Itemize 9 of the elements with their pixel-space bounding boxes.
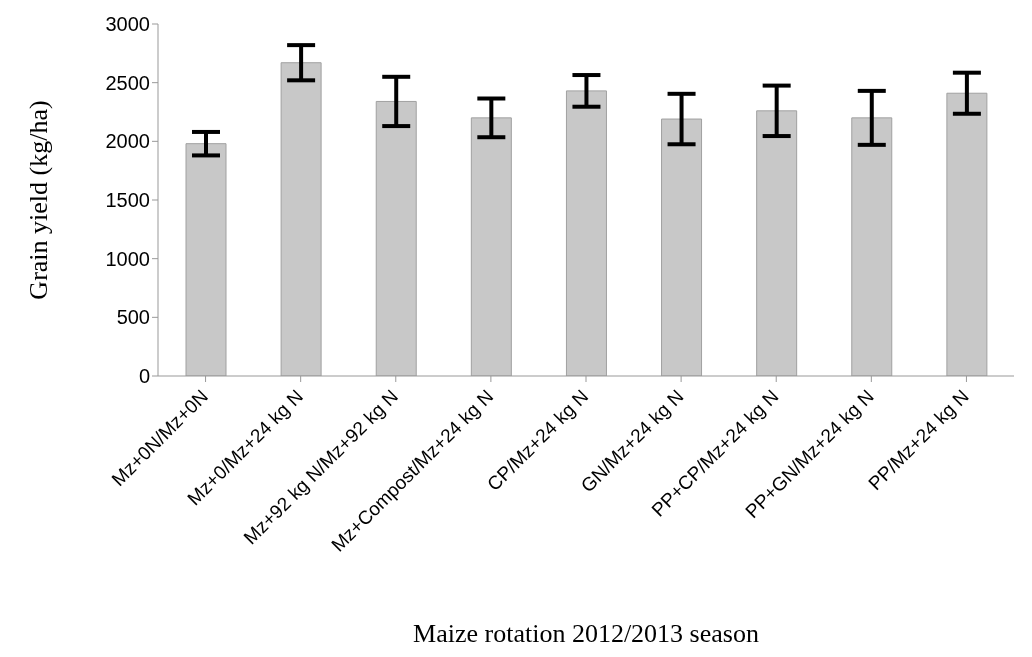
y-tick-label: 0 (138, 365, 150, 388)
y-tick-label: 1000 (105, 247, 150, 270)
y-tick-label: 3000 (105, 13, 150, 36)
x-axis-title: Maize rotation 2012/2013 season (413, 619, 759, 648)
y-tick-label: 2000 (105, 130, 150, 153)
y-tick-label: 1500 (105, 189, 150, 212)
y-axis-title: Grain yield (kg/ha) (24, 100, 54, 300)
y-tick-label: 500 (116, 306, 150, 329)
y-tick-label: 2500 (105, 71, 150, 94)
